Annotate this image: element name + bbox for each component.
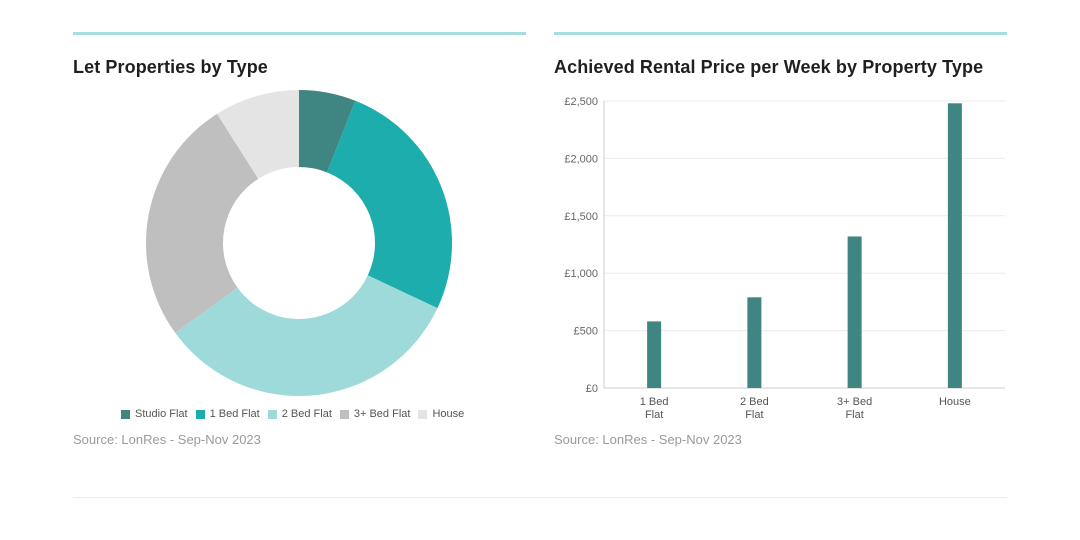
legend-label: House (432, 408, 465, 420)
bar-chart: £0 £500 £1,000 £1,500 £2,000 £2,500 1 Bed Flat 2… (564, 96, 1005, 421)
legend-label: 1 Bed Flat (209, 408, 260, 420)
bar-chart-title: Achieved Rental Price per Week by Proper… (554, 57, 984, 77)
y-tick-label: £0 (586, 383, 598, 395)
y-tick-label: £500 (574, 326, 598, 338)
legend-label: 3+ Bed Flat (353, 408, 411, 420)
donut-slice-house (217, 90, 299, 179)
legend-swatch (267, 409, 277, 419)
bar-2-bed-flat (747, 297, 762, 388)
legend-item-studio-flat: Studio Flat (121, 408, 188, 420)
donut-legend: Studio Flat 1 Bed Flat 2 Bed Flat 3+ Bed Fl… (121, 408, 472, 420)
x-tick-label: House (939, 396, 971, 408)
donut-slice-1-bed-flat (326, 100, 452, 309)
x-tick-label: 3+ Bed Flat (837, 396, 872, 421)
legend-swatch (339, 409, 349, 419)
donut-panel: Let Properties by Type Studio Flat 1 Bed … (73, 32, 526, 447)
bar-house (947, 103, 962, 389)
legend-label: Studio Flat (135, 408, 188, 420)
donut-chart (146, 90, 452, 396)
bar-1-bed-flat (647, 321, 662, 388)
bar-panel: Achieved Rental Price per Week by Proper… (554, 32, 1007, 447)
donut-slice-2-bed-flat (175, 275, 438, 396)
bar-3plus-bed-flat (847, 236, 862, 388)
y-tick-label: £1,500 (564, 211, 598, 223)
panel-top-rule (73, 32, 526, 35)
y-tick-label: £1,000 (564, 268, 598, 280)
y-tick-label: £2,000 (564, 153, 598, 165)
bar-source-note: Source: LonRes - Sep-Nov 2023 (554, 432, 742, 447)
legend-item-3plus-bed-flat: 3+ Bed Flat (339, 408, 411, 420)
legend-swatch (418, 409, 428, 419)
donut-source-note: Source: LonRes - Sep-Nov 2023 (73, 432, 261, 447)
legend-item-house: House (418, 408, 464, 420)
panel-top-rule (554, 32, 1007, 35)
y-tick-label: £2,500 (564, 96, 598, 108)
legend-swatch (195, 409, 205, 419)
x-tick-label: 2 Bed Flat (740, 396, 769, 421)
footer-divider (73, 497, 1007, 498)
legend-item-2-bed-flat: 2 Bed Flat (267, 408, 332, 420)
x-tick-label: 1 Bed Flat (640, 396, 669, 421)
donut-slice-3plus-bed-flat (146, 113, 259, 333)
legend-label: 2 Bed Flat (281, 408, 332, 420)
donut-chart-title: Let Properties by Type (73, 57, 268, 77)
legend-item-1-bed-flat: 1 Bed Flat (195, 408, 260, 420)
donut-slice-studio-flat (299, 90, 356, 173)
legend-swatch (121, 409, 130, 419)
